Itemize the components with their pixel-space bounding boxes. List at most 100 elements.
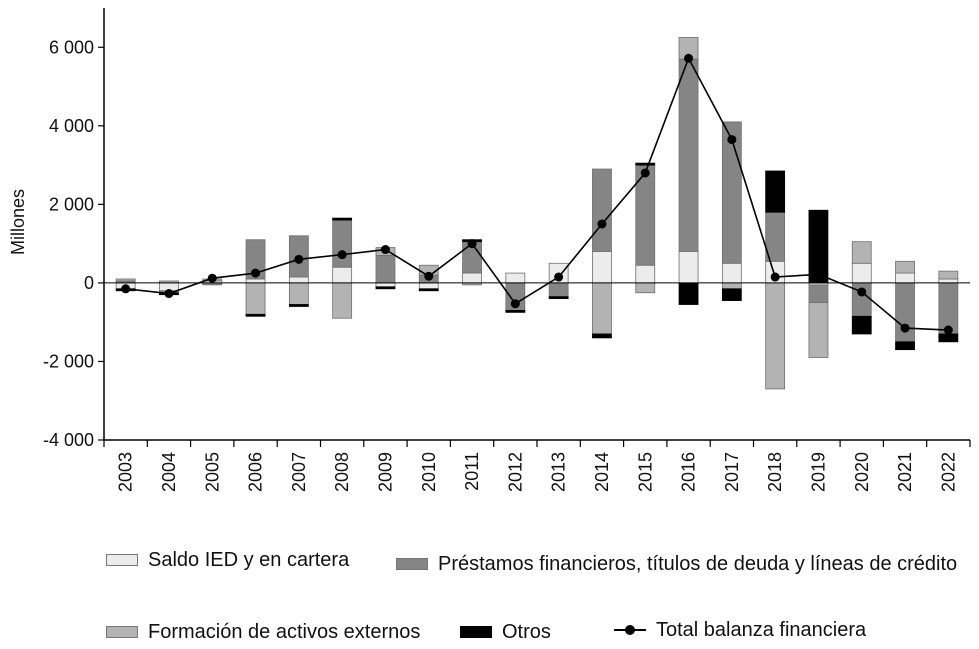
total-point <box>467 239 477 249</box>
bar-segment <box>115 278 136 282</box>
bar-segment <box>721 262 742 284</box>
bar-segment <box>505 272 526 284</box>
x-tick-label: 2006 <box>246 452 266 492</box>
bar-segment <box>505 309 526 313</box>
x-tick-label: 2005 <box>202 452 222 492</box>
bar-segment <box>245 313 266 317</box>
x-tick-label: 2007 <box>289 452 309 492</box>
y-tick-label: 2 000 <box>49 194 94 214</box>
bar-segment <box>332 217 353 221</box>
bar-segment <box>851 241 872 264</box>
total-point <box>510 299 520 309</box>
total-point <box>813 269 823 279</box>
x-tick-label: 2011 <box>462 452 482 491</box>
bar-segment <box>635 162 656 166</box>
legend-swatch-saldo <box>106 554 138 566</box>
y-tick-label: 6 000 <box>49 37 94 57</box>
total-point <box>640 168 650 178</box>
bar-segment <box>938 278 959 284</box>
total-point <box>337 250 347 260</box>
bar-segment <box>635 282 656 294</box>
bar-segment <box>375 286 396 290</box>
bar-segment <box>851 315 872 335</box>
x-tick-label: 2003 <box>116 452 136 492</box>
bar-segment <box>548 282 569 298</box>
bar-segment <box>592 282 612 335</box>
legend-label-total: Total balanza financiera <box>656 618 867 641</box>
x-tick-label: 2016 <box>679 452 699 492</box>
legend-swatch-formacion <box>106 626 138 638</box>
bar-segment <box>288 276 309 284</box>
y-tick-label: 4 000 <box>49 116 94 136</box>
total-line-path <box>125 56 949 331</box>
legend-swatch-prestamos <box>396 558 428 570</box>
total-point <box>554 272 564 282</box>
total-point <box>943 325 953 335</box>
bar-segment <box>678 58 699 252</box>
x-tick-label: 2012 <box>505 452 525 492</box>
bar-segment <box>548 296 569 300</box>
x-tick-label: 2018 <box>765 452 785 492</box>
bar-segment <box>895 260 915 274</box>
x-tick-label: 2009 <box>375 452 395 492</box>
bar-segment <box>332 282 353 319</box>
bar-segment <box>938 270 959 280</box>
x-tick-label: 2004 <box>159 452 179 492</box>
bar-segment <box>245 278 266 284</box>
total-point <box>424 271 434 281</box>
bar-segment <box>895 282 915 343</box>
total-point <box>251 268 261 278</box>
legend-item-total: Total balanza financiera <box>614 618 866 642</box>
financial-balance-chart: 6 000 4 000 2 000 0 -2 000 -4 000 2003 2004 2005… <box>8 8 971 492</box>
bar-segment <box>418 282 439 290</box>
x-tick-label: 2010 <box>419 452 439 492</box>
bar-segment <box>678 282 699 305</box>
bar-segment <box>938 333 959 343</box>
total-point <box>900 323 910 333</box>
bar-segment <box>635 264 656 284</box>
bar-segment <box>721 282 742 290</box>
bar-segment <box>808 302 829 358</box>
total-point <box>121 284 131 294</box>
total-point <box>597 219 607 229</box>
legend-item-prestamos: Préstamos financieros, títulos de deuda … <box>396 552 957 576</box>
y-tick-label: -2 000 <box>43 351 94 371</box>
bar-segment <box>592 168 612 252</box>
x-tick-label: 2015 <box>635 452 655 492</box>
total-line <box>121 53 953 335</box>
bar-segment <box>765 282 786 390</box>
total-point <box>207 273 217 283</box>
legend-label-otros: Otros <box>502 620 551 643</box>
y-axis-title: Millones <box>8 189 28 255</box>
total-point <box>770 272 780 282</box>
bar-segment <box>765 170 786 213</box>
legend-label-formacion: Formación de activos externos <box>148 620 421 643</box>
bar-segment <box>808 284 829 303</box>
bar-segment <box>332 219 353 268</box>
bar-segment <box>375 255 396 284</box>
legend-item-otros: Otros <box>460 620 551 644</box>
bar-segment <box>592 251 612 284</box>
bar-segment <box>245 239 266 280</box>
y-tick-label: 0 <box>84 273 94 293</box>
bar-segment <box>678 251 699 284</box>
legend-label-prestamos: Préstamos financieros, títulos de deuda … <box>438 552 958 575</box>
x-tick-label: 2013 <box>549 452 569 492</box>
x-tick-label: 2021 <box>895 452 915 492</box>
y-tick-label: -4 000 <box>43 430 94 450</box>
bar-segment <box>895 341 915 351</box>
bar-segment <box>592 333 612 339</box>
bar-segment <box>418 288 439 292</box>
axes: 6 000 4 000 2 000 0 -2 000 -4 000 2003 2004 2005… <box>43 8 971 492</box>
bar-segment <box>375 282 396 288</box>
legend-item-formacion: Formación de activos externos <box>106 620 420 644</box>
x-tick-label: 2008 <box>332 452 352 492</box>
total-point <box>164 289 174 299</box>
x-tick-label: 2014 <box>592 452 612 492</box>
bar-segment <box>288 304 309 307</box>
total-point <box>380 245 390 255</box>
bar-segment <box>462 272 482 284</box>
legend-item-saldo: Saldo IED y en cartera <box>106 548 349 572</box>
legend-swatch-total <box>614 624 646 636</box>
legend-swatch-otros <box>460 626 492 638</box>
